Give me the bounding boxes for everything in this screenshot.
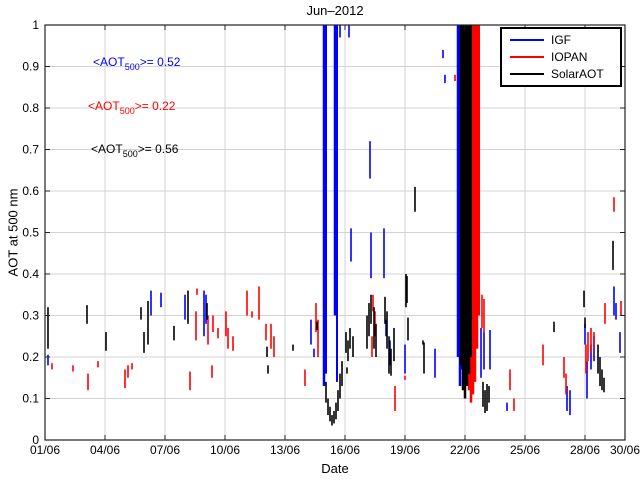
x-tick-label: 30/06: [610, 443, 640, 457]
y-tick-label: 0.4: [22, 267, 39, 281]
y-axis-label: AOT at 500 nm: [5, 188, 21, 277]
y-tick-label: 0.2: [22, 350, 39, 364]
legend-label-iopan: IOPAN: [551, 49, 588, 64]
x-tick-label: 10/06: [210, 443, 240, 457]
annotation-prefix: <AOT: [88, 99, 120, 113]
annotation-value: >= 0.56: [137, 142, 179, 156]
y-tick-label: 0: [32, 433, 39, 447]
legend-item-solaraot: SolarAOT: [502, 66, 620, 83]
x-axis-label: Date: [321, 461, 349, 476]
y-tick-label: 0.6: [22, 184, 39, 198]
mean-aot-annotation-solaraot: <AOT500>= 0.56: [91, 142, 178, 159]
x-tick-label: 28/06: [570, 443, 600, 457]
annotation-value: >= 0.22: [134, 99, 176, 113]
legend-line-sample-iopan: [510, 55, 544, 58]
x-tick-label: 04/06: [90, 443, 120, 457]
x-tick-label: 19/06: [390, 443, 420, 457]
y-tick-label: 0.7: [22, 143, 39, 157]
y-tick-label: 0.5: [22, 226, 39, 240]
x-tick-label: 22/06: [450, 443, 480, 457]
y-tick-label: 1: [32, 18, 39, 32]
legend-line-sample-igf: [510, 38, 544, 41]
x-tick-label: 07/06: [150, 443, 180, 457]
x-tick-label: 25/06: [510, 443, 540, 457]
mean-aot-annotation-igf: <AOT500>= 0.52: [93, 55, 180, 72]
chart-title: Jun–2012: [306, 3, 364, 18]
mean-aot-annotation-iopan: <AOT500>= 0.22: [88, 99, 175, 116]
legend-label-igf: IGF: [551, 32, 571, 47]
annotation-prefix: <AOT: [93, 55, 125, 69]
annotation-subscript: 500: [124, 62, 140, 72]
annotation-subscript: 500: [119, 106, 135, 116]
y-tick-label: 0.8: [22, 101, 39, 115]
x-tick-label: 16/06: [330, 443, 360, 457]
x-tick-label: 01/06: [30, 443, 60, 457]
legend-label-solaraot: SolarAOT: [551, 67, 604, 82]
legend-box: IGF IOPAN SolarAOT: [500, 27, 622, 87]
y-tick-label: 0.3: [22, 309, 39, 323]
y-tick-label: 0.9: [22, 60, 39, 74]
annotation-prefix: <AOT: [91, 142, 123, 156]
x-tick-label: 13/06: [270, 443, 300, 457]
legend-item-iopan: IOPAN: [502, 48, 620, 65]
y-tick-label: 0.1: [22, 392, 39, 406]
legend-line-sample-solaraot: [510, 73, 544, 76]
legend-item-igf: IGF: [502, 31, 620, 48]
annotation-subscript: 500: [122, 149, 138, 159]
annotation-value: >= 0.52: [139, 55, 181, 69]
